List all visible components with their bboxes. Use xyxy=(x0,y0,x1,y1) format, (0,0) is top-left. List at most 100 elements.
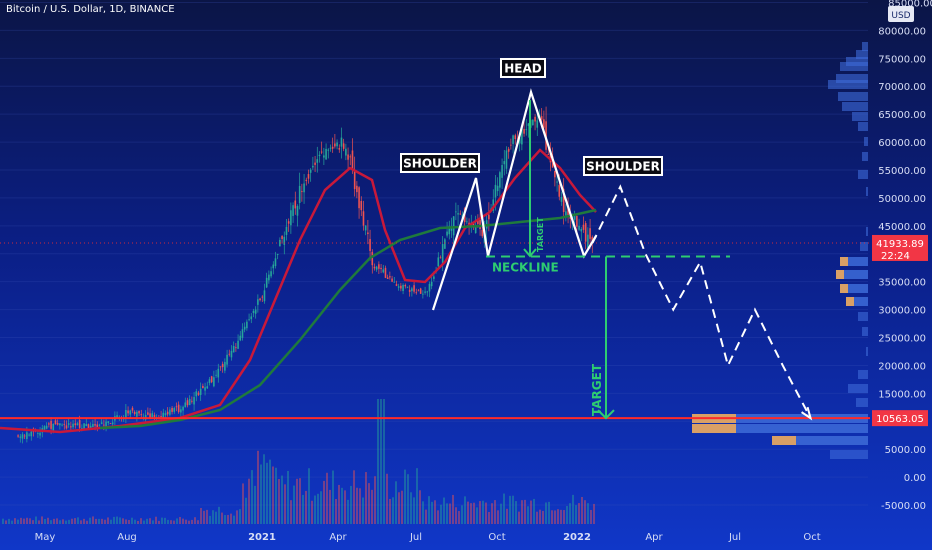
candle-body xyxy=(347,154,349,160)
candle-body xyxy=(587,234,589,248)
candle-body xyxy=(169,409,171,415)
candle-body xyxy=(213,377,215,387)
candle-body xyxy=(83,423,85,431)
volume-bar xyxy=(53,518,55,524)
volume-profile-bar xyxy=(854,297,868,306)
volume-bar xyxy=(38,520,40,524)
candle-body xyxy=(584,223,587,242)
candle-body xyxy=(518,137,521,144)
grid xyxy=(0,1,868,506)
volume-bar xyxy=(479,501,481,524)
volume-bar xyxy=(275,467,277,524)
volume-bar xyxy=(11,520,13,524)
candle-body xyxy=(230,350,233,358)
volume-profile-bar xyxy=(796,436,868,445)
volume-bar xyxy=(440,504,442,524)
volume-bar xyxy=(548,501,550,524)
volume-bar xyxy=(197,520,199,524)
volume-bar xyxy=(593,503,595,524)
volume-bar xyxy=(308,468,310,524)
volume-bar xyxy=(380,399,382,524)
volume-bar xyxy=(299,478,301,524)
candle-body xyxy=(217,368,220,378)
volume-bar xyxy=(422,501,424,524)
volume-bar xyxy=(314,495,316,524)
volume-profile-bar xyxy=(828,80,868,89)
volume-bar xyxy=(281,475,283,524)
volume-bar xyxy=(59,520,61,524)
volume-bar xyxy=(431,501,433,524)
candle-body xyxy=(360,200,363,211)
volume-bar xyxy=(458,511,460,524)
volume-profile-bar xyxy=(836,74,868,83)
candle-body xyxy=(582,224,585,230)
volume-bar xyxy=(350,485,352,524)
volume-bar xyxy=(470,503,472,524)
candle-body xyxy=(349,156,352,158)
volume-bar xyxy=(404,469,406,524)
candle-body xyxy=(54,420,57,425)
candle-body xyxy=(250,316,253,320)
candle-body xyxy=(303,183,305,193)
y-tick-label: 30000.00 xyxy=(878,306,926,317)
volume-bar xyxy=(92,516,94,524)
candle-body xyxy=(140,414,143,416)
y-tick-label: 35000.00 xyxy=(878,278,926,289)
x-tick-label: Oct xyxy=(803,532,820,543)
volume-profile-bar xyxy=(856,398,868,407)
candle-body xyxy=(514,135,517,140)
volume-bar xyxy=(296,478,298,524)
candle-body xyxy=(512,135,514,144)
candle-body xyxy=(578,225,580,230)
candle-body xyxy=(257,299,259,305)
candle-body xyxy=(353,170,356,190)
chart-title: Bitcoin / U.S. Dollar, 1D, BINANCE xyxy=(6,4,175,15)
volume-bar xyxy=(356,487,358,524)
candle-body xyxy=(235,347,237,349)
volume-bar xyxy=(443,497,445,524)
candle-body xyxy=(459,213,462,215)
volume-bar xyxy=(287,470,289,524)
candle-body xyxy=(532,119,534,126)
volume-bar xyxy=(50,520,52,524)
volume-bar xyxy=(476,507,478,524)
volume-bar xyxy=(227,514,229,524)
candle-body xyxy=(437,257,440,267)
candle-body xyxy=(292,205,294,216)
right-shoulder-label: SHOULDER xyxy=(583,156,663,176)
volume-profile-bar xyxy=(860,242,868,251)
support-price-tag xyxy=(872,410,928,427)
candle-body xyxy=(160,416,162,417)
candle-body xyxy=(39,432,41,436)
volume-bar xyxy=(551,510,553,524)
volume-profile-bar xyxy=(848,257,868,266)
candle-body xyxy=(164,413,167,416)
candle-body xyxy=(534,116,536,122)
volume-bar xyxy=(254,485,256,524)
candle-body xyxy=(481,229,484,237)
volume-bar xyxy=(341,487,343,524)
volume-bar xyxy=(212,510,214,524)
candle-body xyxy=(523,128,525,134)
candle-body xyxy=(56,423,59,425)
volume-bar xyxy=(503,493,505,524)
x-tick-label: 2022 xyxy=(563,532,591,543)
volume-bar xyxy=(506,508,508,524)
candle-body xyxy=(499,172,501,188)
volume-bar xyxy=(218,506,220,524)
candle-body xyxy=(494,184,497,198)
volume-bar xyxy=(230,513,232,524)
candle-body xyxy=(589,228,591,239)
candle-body xyxy=(474,225,477,234)
candle-body xyxy=(444,239,446,249)
candle-body xyxy=(455,211,457,213)
volume-bar xyxy=(104,519,106,524)
volume-bar xyxy=(290,500,292,524)
x-tick-label: Jul xyxy=(409,532,422,543)
volume-bar xyxy=(569,503,571,524)
candle-body xyxy=(138,410,140,414)
candle-body xyxy=(186,400,189,406)
volume-bar xyxy=(176,518,178,524)
candle-body xyxy=(329,147,332,149)
volume-profile-bar xyxy=(840,284,848,293)
